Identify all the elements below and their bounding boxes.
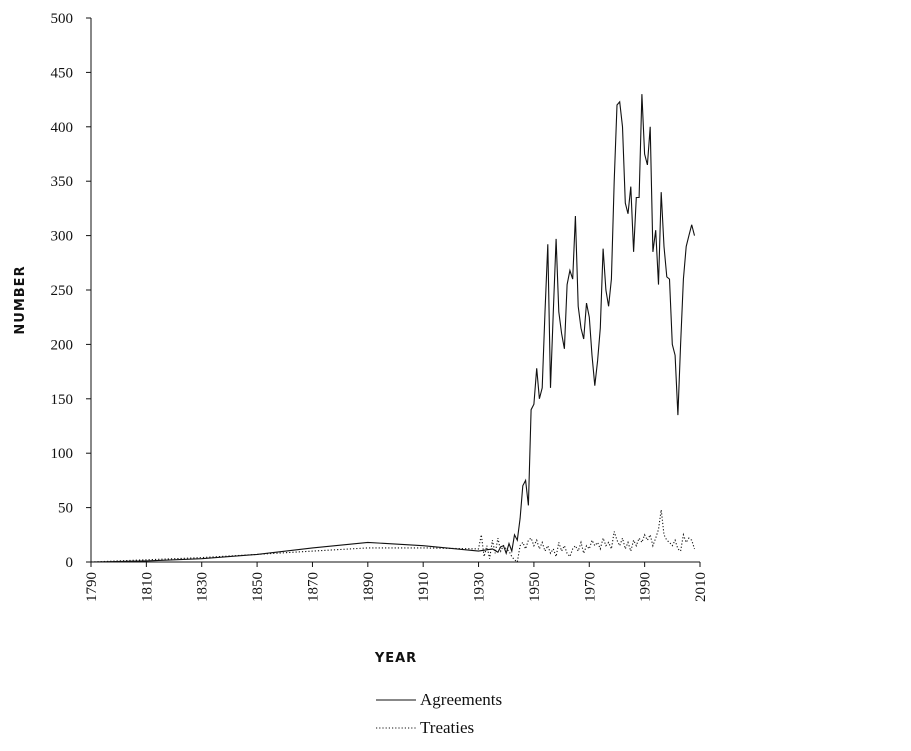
x-tick-label: 1910 (416, 572, 432, 602)
y-tick-label: 50 (58, 501, 73, 517)
y-tick-label: 350 (51, 174, 74, 190)
y-tick-label: 250 (51, 283, 74, 299)
x-tick-label: 1990 (638, 572, 654, 602)
x-tick-label: 2010 (693, 572, 709, 602)
x-tick-label: 1970 (582, 572, 598, 602)
y-tick-label: 450 (51, 65, 74, 81)
legend-label: Treaties (420, 718, 474, 737)
x-tick-label: 1850 (250, 572, 266, 602)
series-line (90, 94, 696, 563)
y-tick-label: 100 (51, 446, 74, 462)
x-tick-label: 1950 (527, 572, 543, 602)
x-axis-title: YEAR (374, 651, 417, 666)
y-tick-label: 200 (51, 337, 74, 353)
x-tick-label: 1930 (472, 572, 488, 602)
x-tick-label: 1870 (305, 572, 321, 602)
x-tick-label: 1830 (195, 572, 211, 602)
x-tick-label: 1790 (84, 572, 100, 602)
y-tick-label: 500 (51, 11, 74, 27)
legend-label: Agreements (420, 690, 502, 709)
y-tick-label: 150 (51, 392, 74, 408)
y-tick-label: 300 (51, 229, 74, 245)
y-axis-title: NUMBER (13, 265, 28, 334)
y-tick-label: 0 (66, 555, 74, 571)
x-tick-label: 1810 (139, 572, 155, 602)
series-line (90, 509, 696, 564)
y-tick-label: 400 (51, 120, 74, 136)
x-tick-label: 1890 (361, 572, 377, 602)
